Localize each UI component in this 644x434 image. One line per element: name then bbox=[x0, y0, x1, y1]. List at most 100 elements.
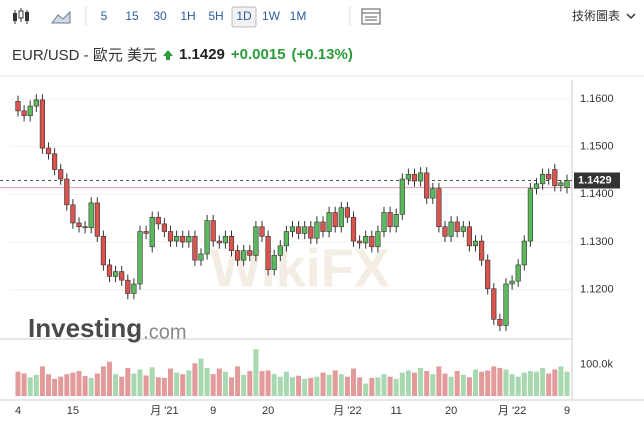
volume-bar bbox=[515, 376, 521, 396]
volume-bar bbox=[405, 370, 411, 396]
interval-button[interactable]: 1D bbox=[236, 9, 252, 23]
candle-body bbox=[161, 223, 168, 232]
volume-bar bbox=[466, 377, 472, 396]
candle-body bbox=[222, 235, 229, 244]
volume-bar bbox=[302, 378, 308, 396]
volume-bar bbox=[497, 367, 503, 396]
volume-bar bbox=[558, 366, 564, 396]
candle-body bbox=[289, 226, 296, 232]
volume-bar bbox=[485, 370, 491, 396]
candle-body bbox=[210, 220, 216, 242]
technical-chart-link[interactable]: 技術圖表 bbox=[572, 9, 620, 23]
volume-bar bbox=[320, 372, 326, 396]
interval-button[interactable]: 1H bbox=[180, 9, 195, 23]
volume-bar bbox=[186, 370, 192, 396]
interval-button[interactable]: 5H bbox=[208, 9, 223, 23]
candle-body bbox=[155, 216, 161, 225]
volume-bar bbox=[155, 377, 161, 396]
candle-body bbox=[326, 212, 332, 232]
volume-bar bbox=[332, 370, 338, 396]
x-tick-label: 9 bbox=[564, 405, 570, 417]
up-arrow bbox=[163, 49, 174, 60]
volume-bar bbox=[473, 369, 478, 396]
volume-bar bbox=[241, 374, 247, 396]
dropdown-arrow[interactable] bbox=[626, 13, 636, 20]
volume-bar bbox=[540, 367, 546, 396]
interval-button[interactable]: 30 bbox=[153, 9, 167, 23]
candle-body bbox=[491, 288, 497, 320]
layout-icon[interactable] bbox=[361, 8, 381, 25]
candle-body bbox=[399, 178, 405, 215]
candle-body bbox=[100, 235, 106, 266]
price-tag bbox=[574, 172, 620, 189]
area-icon[interactable] bbox=[51, 10, 71, 24]
volume-bar bbox=[418, 367, 424, 396]
interval-button[interactable]: 1W bbox=[262, 9, 281, 23]
candle-body bbox=[466, 226, 473, 247]
volume-bar bbox=[180, 374, 186, 396]
candle-body bbox=[442, 226, 448, 237]
volume-bar bbox=[119, 376, 125, 396]
x-tick-label: 9 bbox=[210, 405, 216, 417]
volume-bar bbox=[344, 376, 350, 396]
candle-body bbox=[375, 231, 381, 248]
volume-bar bbox=[94, 373, 100, 396]
volume-bar bbox=[210, 374, 216, 396]
volume-bar bbox=[296, 375, 302, 396]
candle-body bbox=[356, 240, 363, 244]
candle-body bbox=[485, 259, 491, 290]
candle-body bbox=[27, 105, 33, 116]
candle-body bbox=[527, 188, 533, 242]
interval-button[interactable]: 15 bbox=[125, 9, 139, 23]
toolbar: 技術圖表 5 15 30 1H 5H 1D 1W 1M bbox=[13, 6, 636, 28]
candle-body bbox=[106, 264, 113, 277]
candle-body bbox=[259, 226, 265, 237]
price-tag-label: 1.1429 bbox=[578, 174, 612, 186]
volume-bar bbox=[58, 376, 64, 396]
candle-body bbox=[180, 235, 186, 243]
volume-bar bbox=[521, 372, 527, 396]
volume-bar bbox=[204, 367, 210, 396]
candle-body bbox=[149, 216, 155, 248]
candle-body bbox=[393, 214, 399, 228]
candle-body bbox=[411, 174, 418, 182]
y-tick-label: 1.1500 bbox=[580, 141, 614, 153]
candle-body bbox=[21, 110, 27, 116]
candle-body bbox=[88, 202, 94, 229]
volume-bar bbox=[235, 366, 241, 396]
volume-bar bbox=[424, 371, 430, 396]
candle-body bbox=[552, 169, 558, 187]
volume-bar bbox=[143, 375, 149, 396]
y-tick-label: 1.1200 bbox=[580, 284, 614, 296]
volume-bar bbox=[125, 367, 131, 396]
x-tick-label: 15 bbox=[67, 405, 79, 417]
volume-bar bbox=[64, 374, 70, 396]
candle-body bbox=[332, 212, 338, 228]
volume-bar bbox=[363, 383, 369, 396]
volume-bar bbox=[351, 368, 356, 396]
volume-bar bbox=[46, 374, 51, 396]
candle-body bbox=[430, 188, 436, 199]
volume-bar bbox=[381, 374, 387, 396]
candle-body bbox=[546, 174, 552, 180]
volume-bar bbox=[412, 372, 417, 396]
candle-body bbox=[64, 178, 70, 206]
candle-body bbox=[247, 250, 253, 256]
interval-button[interactable]: 1M bbox=[290, 9, 307, 23]
volume-bar bbox=[436, 366, 442, 396]
candle-body bbox=[131, 283, 137, 294]
candle-body bbox=[405, 174, 412, 180]
candle-body bbox=[350, 216, 357, 242]
volume-bar bbox=[283, 371, 289, 396]
candle-body bbox=[302, 226, 308, 234]
candle-body bbox=[478, 240, 485, 261]
candle-body bbox=[417, 172, 424, 182]
candle-icon[interactable] bbox=[13, 8, 29, 24]
interval-button[interactable]: 5 bbox=[101, 9, 108, 23]
candle-body bbox=[387, 212, 393, 228]
volume-bar bbox=[357, 377, 363, 396]
x-tick-label: 月 '22 bbox=[498, 405, 526, 417]
candle-body bbox=[344, 207, 351, 218]
volume-bar bbox=[546, 373, 552, 396]
